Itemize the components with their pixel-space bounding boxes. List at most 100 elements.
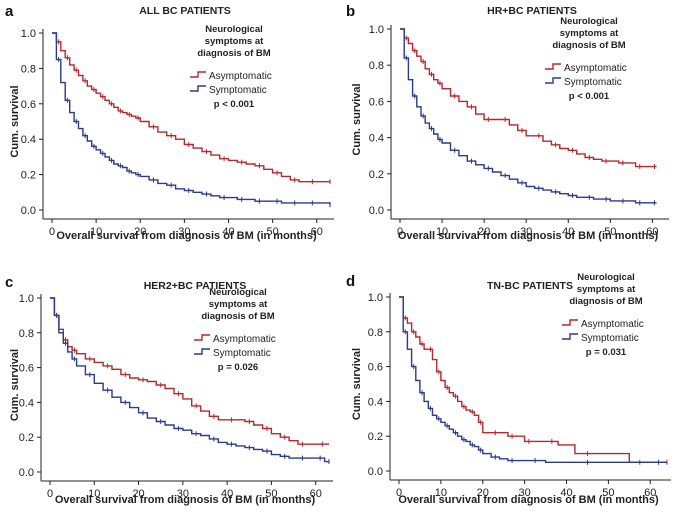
x-tick-label: 60	[310, 488, 322, 500]
legend-heading: symptoms at	[560, 28, 619, 39]
y-tick-label: 0.2	[19, 432, 34, 444]
x-axis-label: Overall survival from diagnosis of BM (i…	[398, 230, 659, 242]
x-tick-label: 10	[88, 488, 100, 500]
km-curve-asymptomatic	[50, 297, 329, 445]
km-curve-symptomatic	[52, 32, 331, 205]
legend-heading: symptoms at	[577, 284, 636, 295]
x-tick-label: 10	[435, 487, 447, 499]
y-tick-label: 0.0	[19, 467, 34, 479]
km-curve-asymptomatic	[52, 32, 330, 183]
x-tick-label: 20	[478, 226, 490, 238]
y-axis-label: Cum. survival	[351, 348, 363, 420]
x-axis-label: Overall survival from diagnosis of BM (i…	[55, 494, 316, 506]
x-tick-label: 0	[49, 226, 55, 238]
x-tick-label: 0	[396, 487, 402, 499]
y-tick-label: 0.2	[21, 170, 36, 182]
x-tick-label: 30	[520, 226, 532, 238]
x-tick-label: 20	[134, 226, 146, 238]
legend-heading: diagnosis of BM	[197, 48, 270, 59]
y-tick-label: 0.0	[369, 205, 384, 217]
panel-label: a	[5, 3, 14, 20]
y-tick-label: 0.8	[369, 60, 384, 72]
panel-title: HER2+BC PATIENTS	[144, 280, 247, 292]
y-tick-label: 0.8	[19, 328, 34, 340]
legend-swatch-asymptomatic	[194, 334, 210, 341]
legend-entry-symptomatic: Symptomatic	[581, 333, 639, 344]
x-tick-label: 40	[221, 488, 233, 500]
y-tick-label: 0.4	[19, 397, 34, 409]
p-value: p < 0.001	[214, 99, 255, 110]
legend-heading: symptoms at	[209, 299, 268, 310]
x-tick-label: 40	[560, 487, 572, 499]
x-tick-label: 0	[397, 226, 403, 238]
y-axis-label: Cum. survival	[351, 83, 363, 155]
legend-heading: Neurological	[577, 272, 635, 283]
panel-label: b	[346, 3, 355, 20]
x-tick-label: 50	[267, 226, 279, 238]
km-curve-symptomatic	[50, 297, 329, 463]
y-tick-label: 0.6	[19, 363, 34, 375]
legend-heading: Neurological	[205, 24, 263, 35]
x-tick-label: 0	[47, 488, 53, 500]
legend-swatch-asymptomatic	[190, 71, 206, 78]
y-tick-label: 0.0	[368, 466, 383, 478]
km-curve-asymptomatic	[400, 28, 657, 168]
x-tick-label: 10	[90, 226, 102, 238]
km-curve-symptomatic	[399, 296, 667, 463]
p-value: p = 0.031	[586, 347, 627, 358]
legend-entry-asymptomatic: Asymptomatic	[209, 71, 272, 82]
y-tick-label: 1.0	[19, 293, 34, 305]
legend-heading: Neurological	[560, 16, 618, 27]
panel-c: c HER2+BC PATIENTS 0.0 0.2 0.4 0.6 0.8 1.0 0 10 20…	[5, 274, 333, 506]
legend-entry-symptomatic: Symptomatic	[209, 85, 267, 96]
y-tick-label: 0.6	[368, 362, 383, 374]
x-tick-label: 40	[562, 226, 574, 238]
x-tick-label: 10	[436, 226, 448, 238]
x-tick-label: 50	[602, 487, 614, 499]
y-tick-label: 1.0	[368, 292, 383, 304]
panel-label: c	[5, 274, 13, 291]
y-tick-label: 0.6	[21, 99, 36, 111]
legend-entry-asymptomatic: Asymptomatic	[213, 334, 276, 345]
y-axis-label: Cum. survival	[9, 349, 21, 421]
legend-entry-symptomatic: Symptomatic	[564, 77, 622, 88]
y-tick-label: 0.0	[21, 205, 36, 217]
panel-label: d	[346, 273, 355, 290]
legend-swatch-asymptomatic	[545, 63, 561, 70]
p-value: p = 0.026	[218, 362, 258, 373]
x-tick-label: 50	[604, 226, 616, 238]
legend-entry-asymptomatic: Asymptomatic	[581, 319, 644, 330]
y-tick-label: 0.4	[368, 396, 383, 408]
x-axis-label: Overall survival from diagnosis of BM (i…	[56, 230, 317, 242]
x-tick-label: 60	[644, 487, 656, 499]
y-tick-label: 1.0	[21, 28, 36, 40]
legend-swatch-symptomatic	[545, 77, 561, 84]
panel-title: TN-BC PATIENTS	[487, 280, 573, 292]
x-tick-label: 30	[177, 488, 189, 500]
y-tick-label: 0.6	[369, 96, 384, 108]
y-tick-label: 1.0	[369, 24, 384, 36]
x-tick-label: 40	[222, 226, 234, 238]
legend-heading: symptoms at	[205, 36, 264, 47]
y-tick-label: 0.8	[21, 63, 36, 75]
y-tick-label: 0.4	[369, 133, 384, 145]
legend-heading: diagnosis of BM	[569, 296, 642, 307]
legend-entry-symptomatic: Symptomatic	[213, 348, 271, 359]
km-curve-symptomatic	[400, 28, 657, 204]
legend-heading: Neurological	[209, 287, 267, 298]
panel-title: HR+BC PATIENTS	[487, 5, 577, 17]
legend-swatch-asymptomatic	[562, 319, 578, 326]
legend-swatch-symptomatic	[194, 348, 210, 355]
y-tick-label: 0.4	[21, 134, 36, 146]
x-axis-label: Overall survival from diagnosis of BM (i…	[398, 494, 659, 506]
panel-b: b HR+BC PATIENTS 0.0 0.2 0.4 0.6 0.8 1.0 0 10 20 30…	[346, 3, 669, 242]
x-tick-label: 60	[311, 226, 323, 238]
legend-entry-asymptomatic: Asymptomatic	[564, 63, 627, 74]
panel-d: d TN-BC PATIENTS 0.0 0.2 0.4 0.6 0.8 1.0 0 10 20 30…	[346, 272, 671, 506]
legend-swatch-symptomatic	[190, 85, 206, 92]
x-tick-label: 20	[477, 487, 489, 499]
